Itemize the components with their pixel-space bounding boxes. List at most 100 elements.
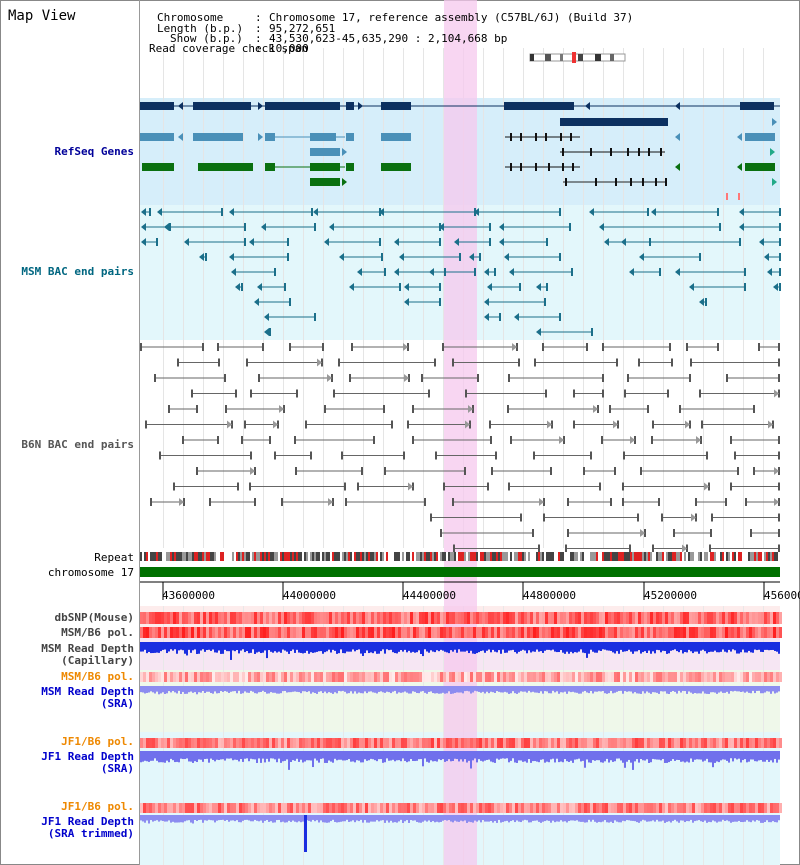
track-label-jf1-pol[interactable]: JF1/B6 pol. [61,735,134,748]
track-label-jf1-depth-sra[interactable]: JF1 Read Depth (SRA) [41,750,134,775]
heat-cell [275,803,278,813]
heat-cell [272,803,275,813]
heat-cell [605,672,608,682]
track-label-msm-pol-2[interactable]: MSM/B6 pol. [61,670,134,683]
track-label-msm-pol[interactable]: MSM/B6 pol. [61,626,134,639]
depth-bar [532,642,534,652]
repeat-block [240,552,242,561]
depth-bar [406,686,408,693]
heat-cell [203,612,206,624]
heat-cell [473,672,476,682]
depth-bar [254,751,256,760]
track-label-msm-depth-sra[interactable]: MSM Read Depth (SRA) [41,685,134,710]
heat-cell [314,627,317,638]
heat-cell [617,672,620,682]
heat-cell [512,803,515,813]
bac-end [439,283,441,291]
depth-bar [506,686,508,693]
depth-bar [278,815,280,820]
depth-bar [682,815,684,821]
depth-bar [552,815,554,821]
depth-bar [572,751,574,763]
heat-cell [755,672,758,682]
track-label-refseq[interactable]: RefSeq Genes [54,145,134,158]
heat-cell [347,672,350,682]
repeat-block [510,552,512,561]
depth-bar [644,642,646,652]
axis-tick-label: 44800000 [523,589,576,602]
track-label-dbsnp[interactable]: dbSNP(Mouse) [54,611,134,624]
heat-cell [539,612,542,624]
depth-bar [694,815,696,822]
heat-cell [566,627,569,638]
depth-bar [502,751,504,759]
depth-bar [652,642,654,652]
depth-bar [556,642,558,653]
track-label-msm-bac[interactable]: MSM BAC end pairs [21,265,134,278]
heat-cell [707,803,710,813]
depth-bar [446,751,448,762]
strand-arrow-icon [317,358,322,367]
depth-bar [154,751,156,759]
depth-bar [654,815,656,822]
heat-cell [425,738,428,748]
heat-cell [581,738,584,748]
repeat-block [730,552,732,561]
heat-cell [227,738,230,748]
track-label-jf1-pol-2[interactable]: JF1/B6 pol. [61,800,134,813]
depth-bar [370,751,372,759]
depth-bar [356,686,358,694]
depth-bar [716,686,718,694]
heat-cell [260,612,263,624]
depth-bar [488,642,490,650]
heat-cell [416,803,419,813]
depth-bar [252,642,254,650]
heat-cell [686,738,689,748]
depth-bar [178,751,180,763]
depth-bar [230,642,232,660]
depth-bar [660,686,662,692]
depth-bar [146,751,148,762]
track-label-b6n-bac[interactable]: B6N BAC end pairs [21,438,134,451]
depth-bar [216,642,218,653]
heat-cell [467,738,470,748]
track-label-jf1-depth-trimmed[interactable]: JF1 Read Depth (SRA trimmed) [41,815,134,840]
b6n-end [610,498,612,506]
repeat-block [512,552,514,561]
b6n-end [217,436,219,444]
repeat-block [254,552,256,561]
heat-cell [158,803,161,813]
repeat-block [576,552,578,561]
depth-bar [508,815,510,823]
repeat-block [496,552,498,561]
depth-bar [524,815,526,820]
depth-bar [584,815,586,823]
depth-bar [424,751,426,759]
depth-bar [330,642,332,653]
track-label-msm-depth-capillary[interactable]: MSM Read Depth (Capillary) [41,642,134,667]
depth-bar [544,642,546,651]
depth-bar [486,815,488,822]
depth-bar [350,642,352,652]
heat-cell [398,672,401,682]
strand-arrow-icon [342,178,347,186]
depth-bar [280,815,282,823]
heat-cell [617,627,620,638]
heat-cell [770,672,773,682]
depth-bar [728,751,730,763]
repeat-block [304,552,306,561]
heat-cell [740,627,743,638]
depth-bar [222,642,224,654]
heat-cell [362,803,365,813]
depth-bar [368,686,370,692]
repeat-block [168,552,170,561]
depth-bar [318,642,320,652]
depth-bar [666,686,668,694]
heat-cell [563,627,566,638]
b6n-end [689,374,691,382]
heat-cell [575,627,578,638]
heat-cell [743,803,746,813]
depth-bar [660,751,662,761]
gene-exon [310,148,340,156]
